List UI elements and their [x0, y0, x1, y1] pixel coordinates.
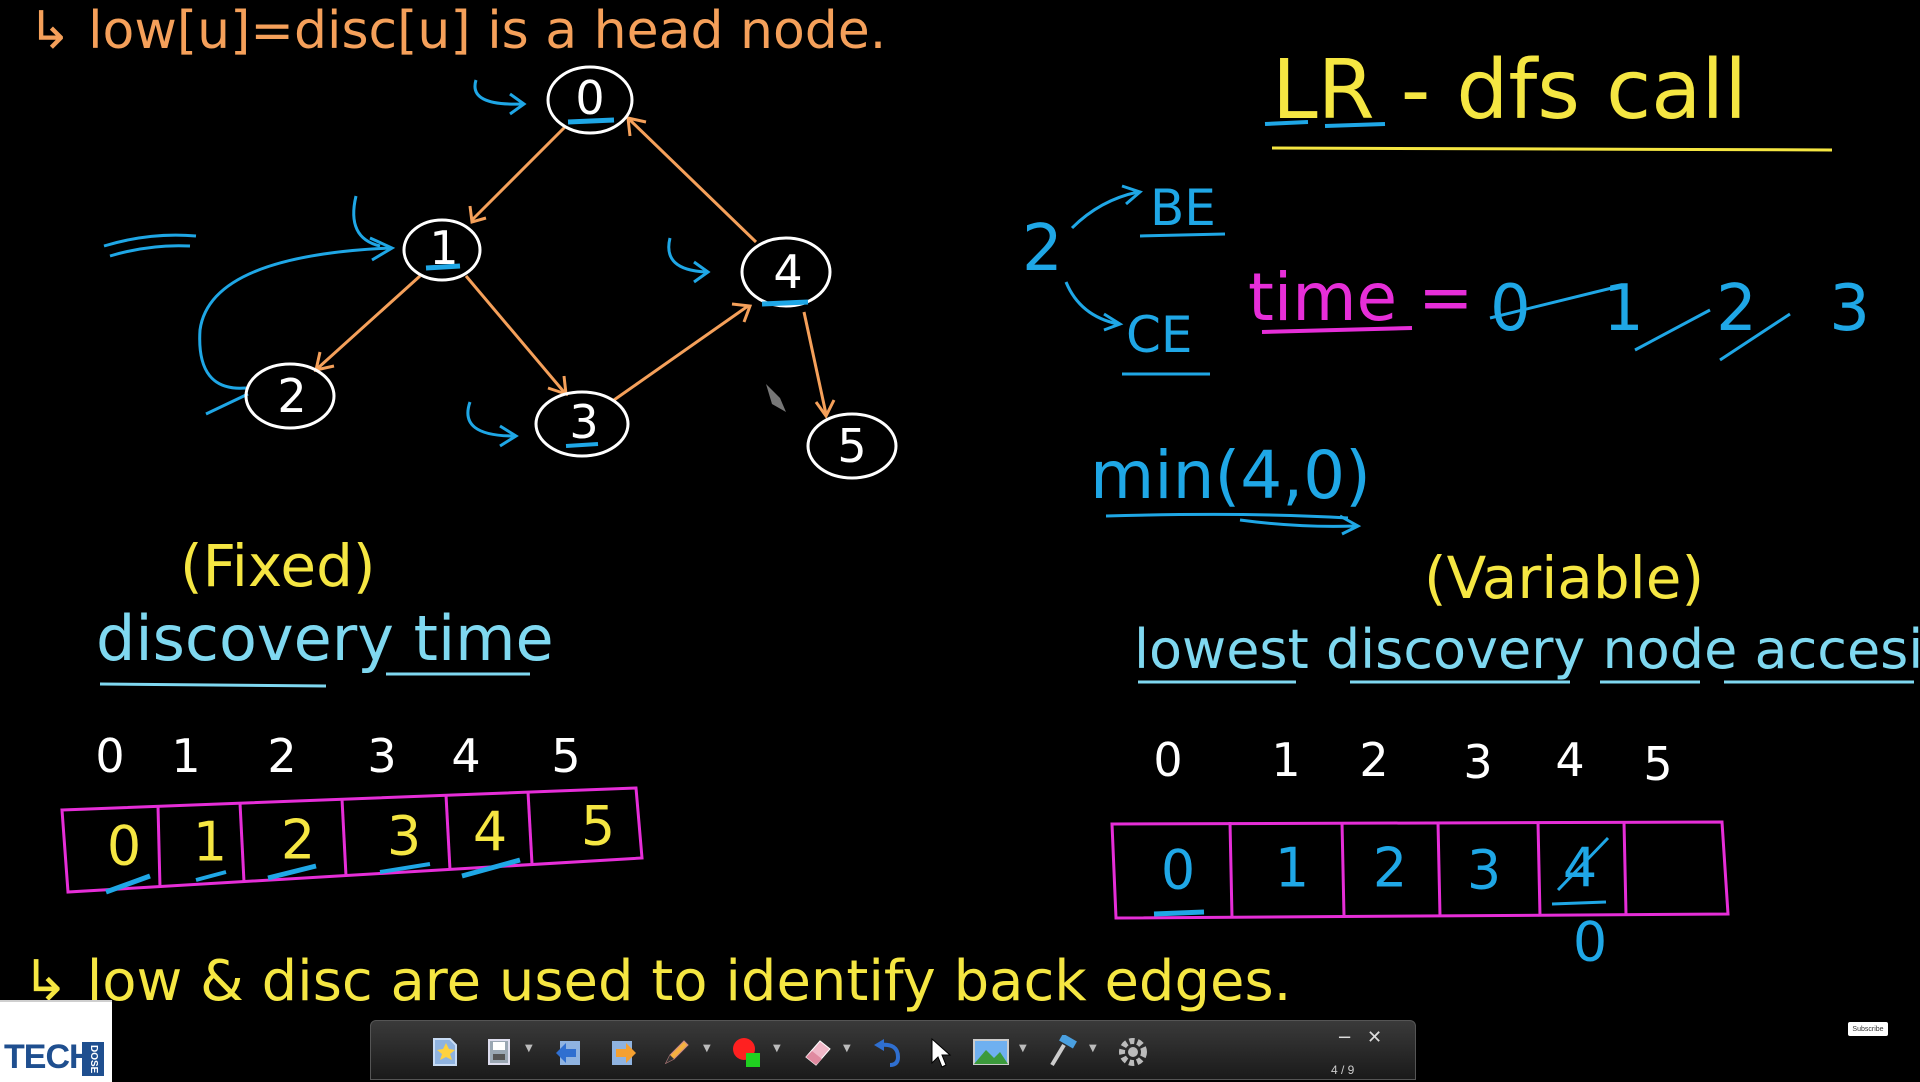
- settings-icon[interactable]: [1111, 1031, 1155, 1073]
- min-expression: min(4,0): [1090, 437, 1371, 514]
- image-dropdown-icon[interactable]: ▼: [1019, 1043, 1027, 1054]
- svg-text:5: 5: [837, 419, 866, 473]
- disc-cell: 5: [581, 795, 615, 858]
- save-dropdown-icon[interactable]: ▼: [525, 1043, 533, 1054]
- techdose-logo: TECH DOSE: [0, 1000, 112, 1082]
- variable-label: (Variable): [1424, 544, 1704, 612]
- new-page-icon[interactable]: [423, 1031, 467, 1073]
- disc-cell: 0: [107, 815, 141, 878]
- disc-cell: 1: [193, 811, 227, 874]
- visit-markers: [103, 79, 711, 448]
- svg-text:2: 2: [267, 729, 296, 783]
- color-icon[interactable]: [725, 1031, 769, 1073]
- disc-array: 0 1 2 3 4 5: [60, 786, 644, 895]
- eraser-icon[interactable]: [795, 1031, 839, 1073]
- discovery-time-label: discovery time: [96, 602, 554, 675]
- svg-text:5: 5: [551, 729, 580, 783]
- pointer-icon[interactable]: [917, 1031, 961, 1073]
- title-underline: [1271, 146, 1833, 152]
- forward-icon[interactable]: [601, 1031, 645, 1073]
- image-icon[interactable]: [969, 1031, 1013, 1073]
- svg-text:2: 2: [1359, 733, 1388, 787]
- low-correction: 0: [1573, 911, 1607, 974]
- low-cell: 2: [1373, 837, 1407, 900]
- fixed-label: (Fixed): [180, 532, 376, 600]
- pen-icon[interactable]: [655, 1031, 699, 1073]
- top-note: ↳ low[u]=disc[u] is a head node.: [28, 1, 886, 61]
- edge-count: 2: [1022, 212, 1063, 286]
- svg-text:1: 1: [1271, 733, 1300, 787]
- graph-node-5: 5: [806, 412, 898, 480]
- graph-node-0: 0: [546, 65, 634, 135]
- low-array: 0 1 2 3 4 0: [1110, 820, 1730, 974]
- svg-text:3: 3: [569, 395, 598, 449]
- time-values: 0 1 2 3 4: [1490, 272, 1920, 346]
- svg-text:0: 0: [95, 729, 124, 783]
- color-dropdown-icon[interactable]: ▼: [773, 1043, 781, 1054]
- svg-text:4: 4: [451, 729, 480, 783]
- lowest-label: lowest discovery node accesible: [1134, 618, 1920, 681]
- title: LR - dfs call: [1272, 43, 1747, 138]
- logo-subtext: DOSE: [82, 1042, 104, 1076]
- low-indices: 0 1 2 3 4 5: [1153, 733, 1672, 791]
- low-cell: 1: [1275, 837, 1309, 900]
- graph-node-3: 3: [534, 390, 630, 458]
- svg-text:3: 3: [1463, 735, 1492, 789]
- be-label: BE: [1150, 179, 1216, 237]
- whiteboard-toolbar: ▼ ▼ ▼ ▼ ▼ ▼ − ✕ 4 / 9: [370, 1020, 1416, 1080]
- undo-icon[interactable]: [865, 1031, 909, 1073]
- hammer-icon[interactable]: [1041, 1031, 1085, 1073]
- graph-nodes: 0 1 2 3 4 5: [244, 65, 898, 480]
- graph-edges: [314, 116, 836, 419]
- minimize-button[interactable]: −: [1337, 1027, 1353, 1048]
- pen-cursor-icon: [766, 384, 786, 412]
- time-label: time =: [1248, 259, 1473, 336]
- logo-text: TECH: [4, 1038, 94, 1076]
- svg-text:3: 3: [367, 729, 396, 783]
- save-icon[interactable]: [477, 1031, 521, 1073]
- back-icon[interactable]: [547, 1031, 591, 1073]
- bottom-note: ↳ low & disc are used to identify back e…: [22, 949, 1291, 1014]
- disc-indices: 0 1 2 3 4 5: [95, 729, 580, 783]
- svg-text:0: 0: [575, 71, 604, 125]
- svg-text:4: 4: [1555, 733, 1584, 787]
- svg-text:2: 2: [277, 369, 306, 423]
- hammer-dropdown-icon[interactable]: ▼: [1089, 1043, 1097, 1054]
- svg-text:5: 5: [1643, 737, 1672, 791]
- svg-text:4: 4: [773, 245, 802, 299]
- graph-node-1: 1: [402, 218, 482, 282]
- low-cell: 3: [1467, 839, 1501, 902]
- graph-node-2: 2: [244, 362, 336, 430]
- low-cell: 0: [1161, 839, 1195, 902]
- page-indicator: 4 / 9: [1331, 1063, 1355, 1077]
- svg-text:1: 1: [171, 729, 200, 783]
- close-button[interactable]: ✕: [1367, 1027, 1383, 1048]
- disc-cell: 3: [387, 805, 421, 868]
- graph-node-4: 4: [740, 236, 832, 308]
- disc-cell: 4: [473, 801, 507, 864]
- youtube-subscribe-badge[interactable]: Subscribe: [1848, 1022, 1888, 1036]
- disc-cell: 2: [281, 809, 315, 872]
- pen-dropdown-icon[interactable]: ▼: [703, 1043, 711, 1054]
- svg-text:0: 0: [1153, 733, 1182, 787]
- eraser-dropdown-icon[interactable]: ▼: [843, 1043, 851, 1054]
- ce-label: CE: [1126, 306, 1193, 364]
